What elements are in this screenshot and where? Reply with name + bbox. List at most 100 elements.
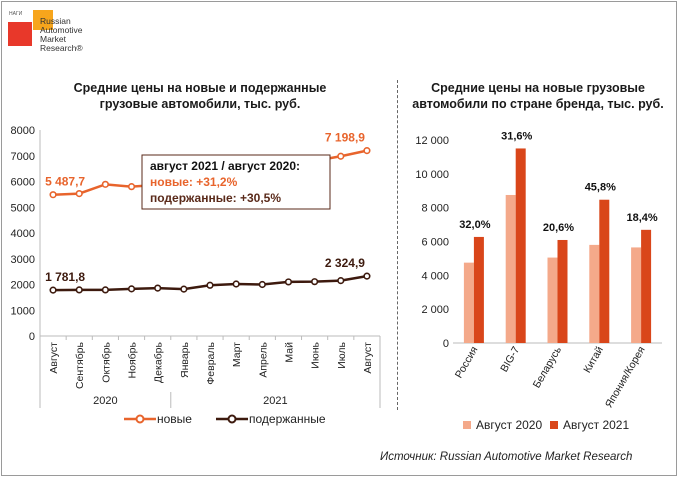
bar-0 [505,194,516,343]
bar-data-label: 45,8% [585,182,616,194]
bar-y-tick-label: 0 [443,338,449,350]
line-category-label: Июль [336,341,348,368]
bar-data-label: 31,6% [501,130,532,142]
bar-1 [557,239,568,343]
line-y-tick-label: 3000 [11,254,35,266]
legend-used-marker [216,414,248,424]
series-point-1 [180,285,188,293]
series-data-label: 5 487,7 [45,175,85,189]
bar-1 [515,148,526,343]
series-point-1 [337,277,345,285]
bar-y-tick-label: 8 000 [421,203,449,215]
line-y-tick-label: 4000 [11,228,35,240]
line-category-label: Сентябрь [74,341,86,389]
line-category-label: Ноябрь [127,341,139,378]
legend-2020-label: Август 2020 [476,418,543,432]
bar-y-tick-label: 6 000 [421,237,449,249]
series-point-1 [258,280,266,289]
bar-category-label: BIG-7 [498,344,522,374]
bar-1 [473,236,484,343]
series-data-label: 2 324,9 [325,256,365,270]
line-category-label: Июнь [310,341,322,368]
legend-new-marker [124,414,156,424]
bar-0 [589,244,600,343]
series-point-0 [75,190,83,198]
annotation-line-3: подержанные: +30,5% [150,191,281,205]
line-category-label: Август [48,342,60,374]
bar-chart-title: Средние цены на новые грузовые автомобил… [412,81,664,111]
line-chart-title: Средние цены на новые и подержанные груз… [73,81,327,111]
bar-data-label: 20,6% [543,222,574,234]
series-point-1 [206,281,214,289]
series-point-1 [311,278,319,286]
series-data-label: 1 781,8 [45,270,85,284]
divider [397,80,398,410]
year-label: 2020 [93,395,117,407]
line-y-tick-label: 8000 [11,125,35,137]
logo-text: Russian Automotive Market Research® [40,16,83,53]
annotation-line-2: новые: +31,2% [150,175,238,189]
line-category-label: Май [283,342,295,363]
legend-2021-label: Август 2021 [563,418,630,432]
series-point-0 [337,152,345,160]
logo-red-square [8,22,32,46]
line-category-label: Август [362,342,374,374]
line-category-label: Декабрь [153,341,165,382]
series-point-1 [101,286,109,294]
line-legend-new: новые [123,412,192,426]
line-category-label: Октябрь [100,341,112,382]
legend-2021-swatch [550,421,558,429]
legend-new-label: новые [157,412,192,426]
line-category-label: Апрель [257,341,269,377]
bar-y-tick-label: 4 000 [421,270,449,282]
bar-0 [463,262,474,343]
series-point-0 [101,180,109,188]
series-data-label: 7 198,9 [325,131,365,145]
annotation-box [141,154,331,210]
bar-0 [631,247,642,343]
line-y-tick-label: 2000 [11,280,35,292]
bar-y-tick-label: 2 000 [421,304,449,316]
bar-category-label: Россия [453,345,481,381]
bar-0 [547,257,558,343]
annotation-line-1: август 2021 / август 2020: [150,159,300,173]
line-category-label: Февраль [205,341,217,384]
bar-y-tick-label: 10 000 [415,169,449,181]
bar-category-label: Япония/Корея [603,345,648,410]
bar-y-tick-label: 12 000 [415,135,449,147]
bar-1 [641,229,652,343]
series-point-1 [363,272,371,280]
legend-2020-swatch [463,421,471,429]
legend-used-label: подержанные [249,412,326,426]
year-label: 2021 [263,395,287,407]
bar-data-label: 32,0% [459,219,490,231]
series-point-0 [49,191,57,199]
series-point-1 [75,286,83,294]
bar-1 [599,199,610,343]
line-y-tick-label: 1000 [11,305,35,317]
line-category-label: Январь [179,341,191,378]
logo-orange-square [33,10,53,30]
line-y-tick-label: 5000 [11,202,35,214]
bar-data-label: 18,4% [626,212,657,224]
source-note: Источник: Russian Automotive Market Rese… [380,451,633,463]
line-y-tick-label: 0 [29,331,35,343]
line-legend-used: подержанные [215,412,326,426]
logo-small-text: НАГИ [9,11,23,17]
series-point-1 [232,280,240,288]
series-point-0 [127,183,136,191]
series-point-1 [284,278,293,286]
series-point-0 [363,147,371,155]
series-point-1 [154,284,162,292]
line-y-tick-label: 7000 [11,151,35,163]
series-point-1 [127,285,136,293]
logo: НАГИ Russian Automotive Market Research® [8,8,83,64]
bar-category-label: Китай [581,344,606,375]
line-y-tick-label: 6000 [11,177,35,189]
line-category-label: Март [231,342,243,367]
bar-legend-2021: Август 2021 [550,418,629,432]
bar-legend-2020: Август 2020 [463,418,542,432]
bar-category-label: Беларусь [531,344,565,390]
